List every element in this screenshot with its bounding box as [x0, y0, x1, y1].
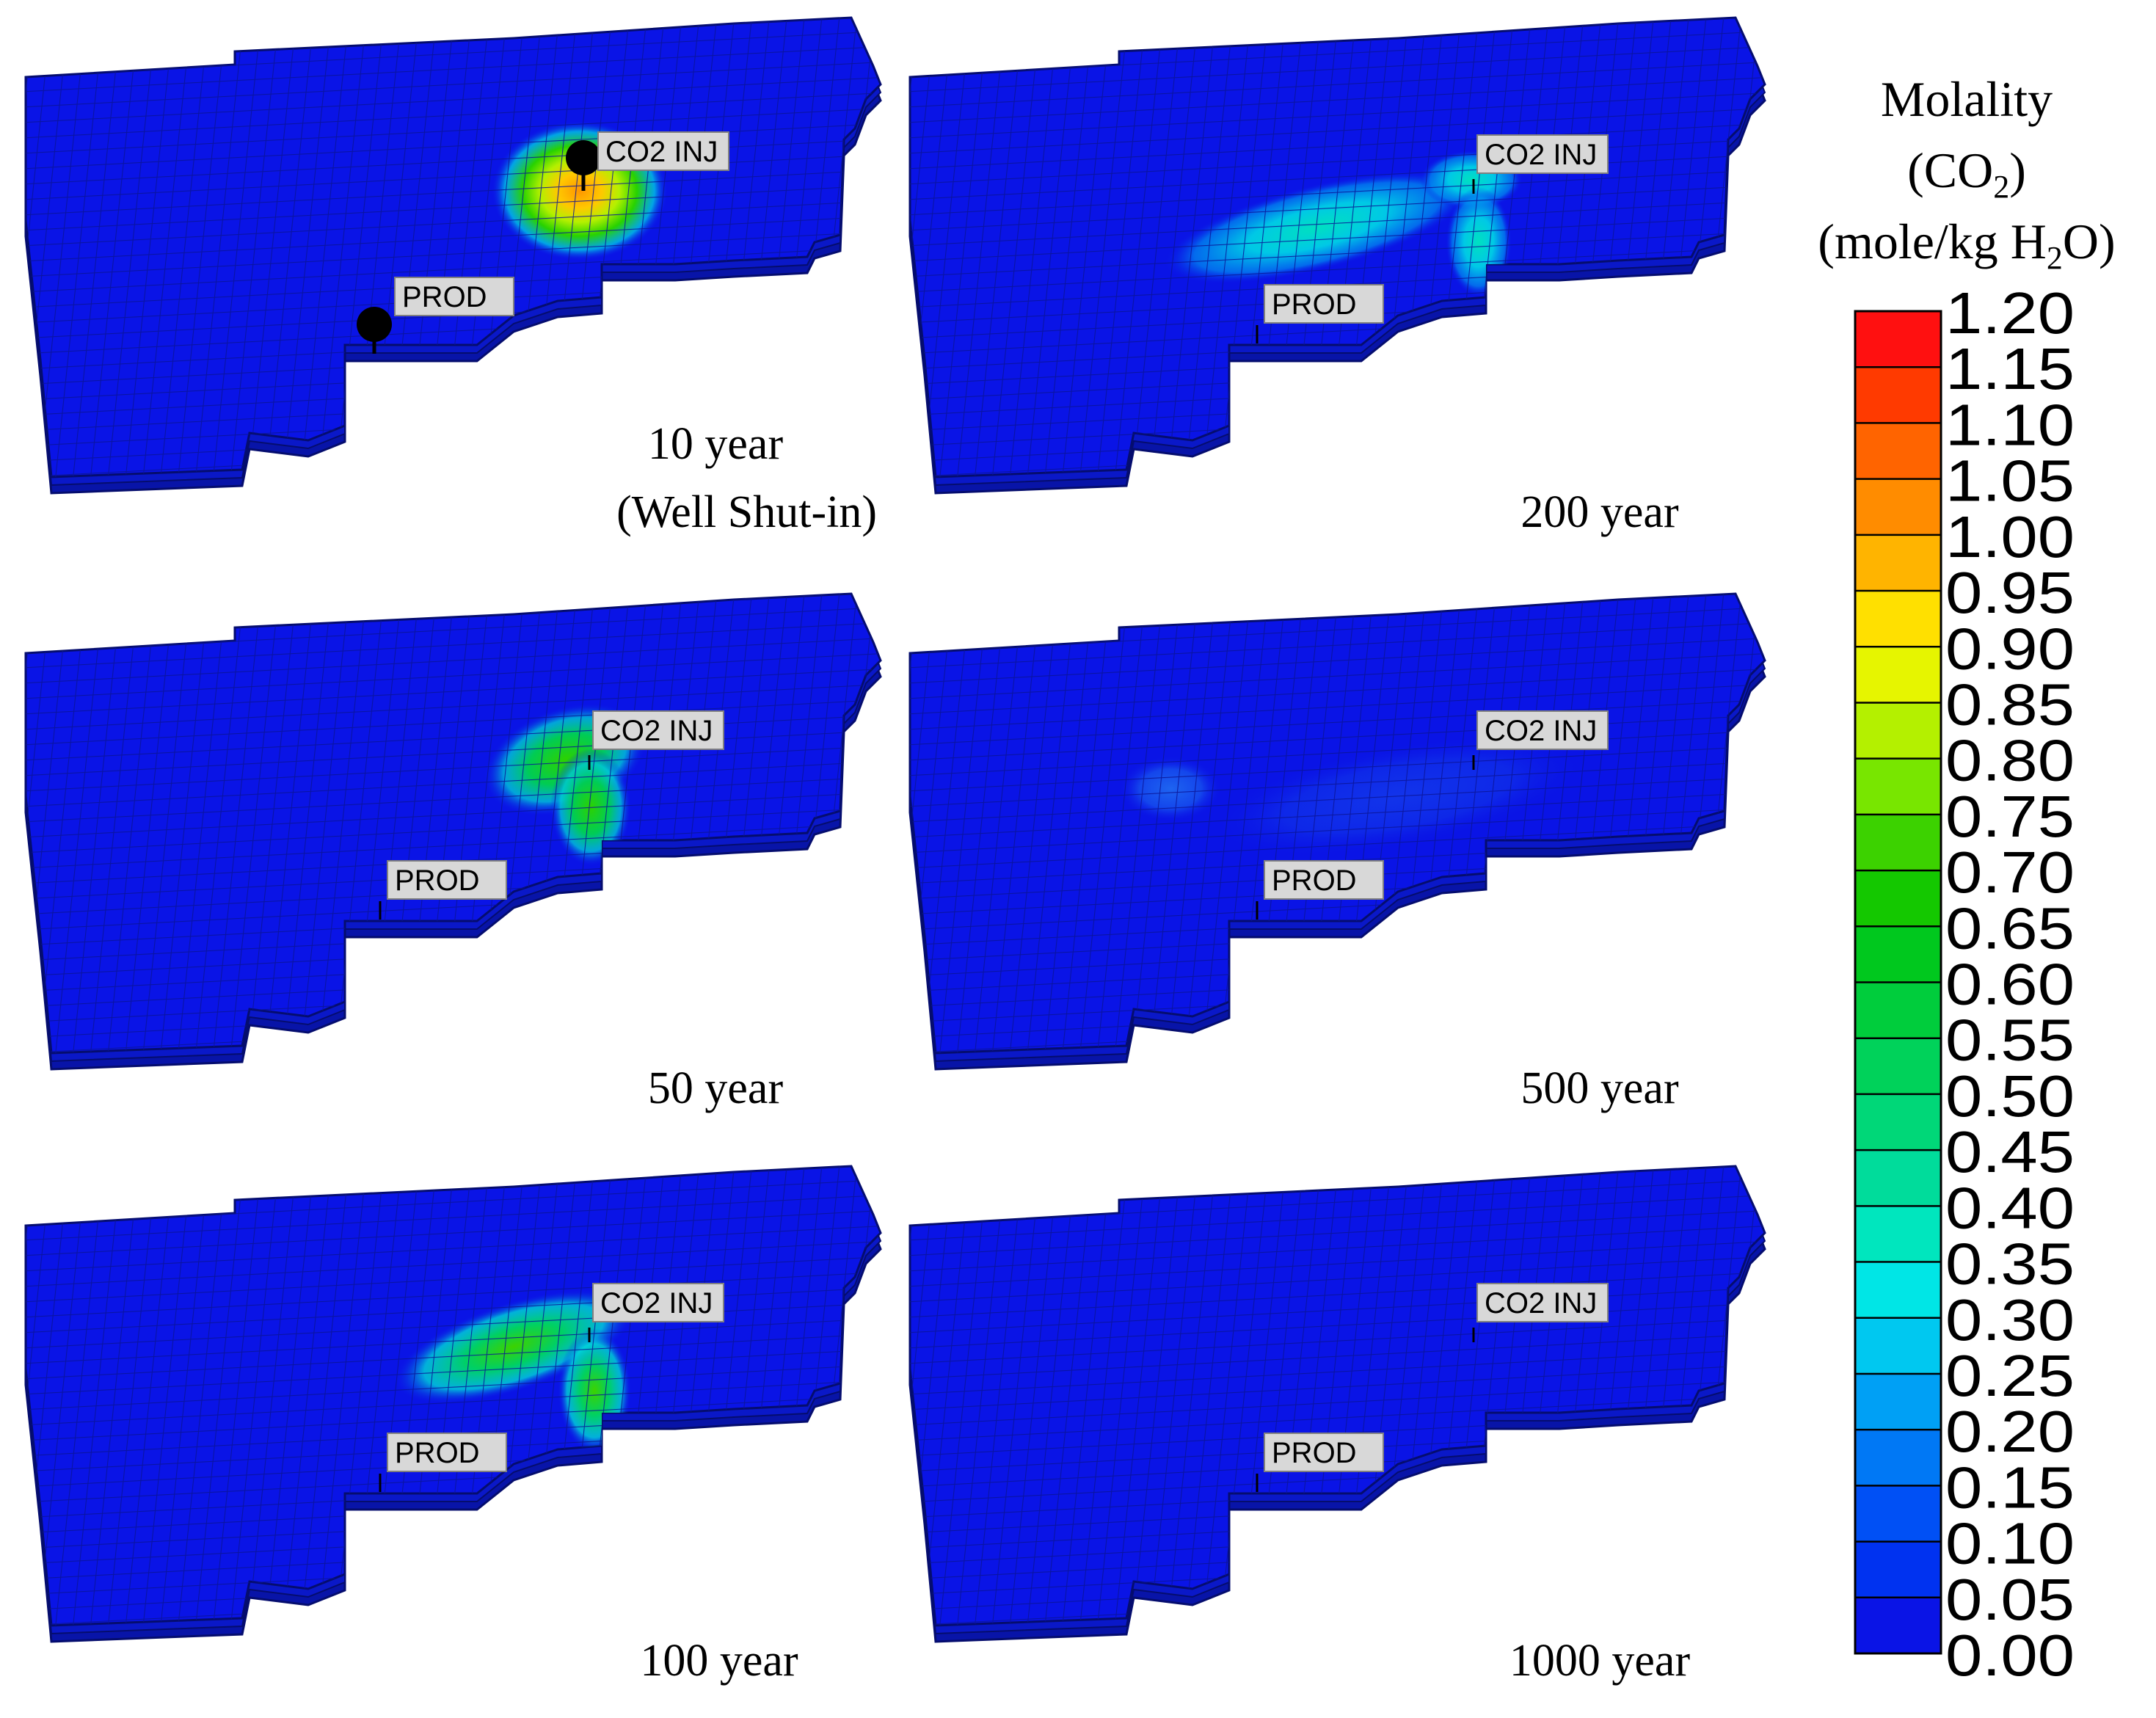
colorbar-tick-label: 0.95 — [1945, 560, 2075, 625]
mesh-grid — [910, 18, 1765, 477]
injector-well-label-box — [1476, 710, 1609, 750]
injector-well-label: CO2 INJ — [600, 715, 713, 747]
colorbar-tick-label: 0.70 — [1945, 840, 2075, 905]
colorbar-frame — [1854, 310, 1942, 1655]
panel-caption: 200 year — [1521, 487, 1679, 537]
colorbar-segment — [1855, 1317, 1941, 1375]
producer-well-label: PROD — [1272, 1437, 1357, 1469]
panel-p1000: CO2 INJ PROD 1000 year — [908, 1165, 1766, 1686]
injector-well-label-box — [592, 710, 724, 750]
colorbar-segment — [1855, 1430, 1941, 1486]
colorbar-tick-label: 1.10 — [1945, 392, 2075, 457]
producer-well-label-box — [387, 1433, 507, 1472]
colorbar-segment — [1855, 1262, 1941, 1319]
injector-well-label-box — [1476, 1283, 1609, 1322]
panel-caption: 10 year — [648, 419, 784, 469]
producer-well-label-box — [1264, 1433, 1384, 1472]
colorbar-segment — [1855, 1541, 1941, 1598]
colorbar-tick-label: 0.85 — [1945, 671, 2075, 737]
panel-p100: CO2 INJ PROD 100 year — [24, 1165, 882, 1686]
colorbar-segment — [1855, 1038, 1941, 1095]
injector-well-label: CO2 INJ — [1485, 715, 1597, 747]
colorbar-tick-label: 0.00 — [1945, 1623, 2075, 1688]
colorbar-segment — [1855, 367, 1941, 423]
legend-title-line2: (CO2) — [1907, 142, 2026, 205]
panel-p200: CO2 INJ PROD 200 year — [908, 16, 1766, 537]
producer-well-label-box — [1264, 860, 1384, 900]
mesh-grid — [26, 1166, 881, 1626]
producer-well-label: PROD — [1272, 865, 1357, 897]
panel-p50: CO2 INJ PROD 50 year — [24, 592, 882, 1113]
colorbar-tick-label: 1.20 — [1945, 280, 2075, 346]
producer-well-label-box — [1264, 284, 1384, 324]
colorbar-tick-label: 0.05 — [1945, 1567, 2075, 1632]
colorbar-tick-label: 0.15 — [1945, 1455, 2075, 1520]
panel-caption: 100 year — [640, 1636, 798, 1686]
colorbar-segment — [1855, 926, 1941, 983]
colorbar-segment — [1855, 478, 1941, 536]
colorbar-legend: Molality(CO2)(mole/kg H2O)1.201.151.101.… — [1818, 71, 2115, 1688]
producer-well-label-box — [394, 277, 514, 316]
colorbar-tick-label: 0.50 — [1945, 1063, 2075, 1129]
colorbar-segment — [1855, 534, 1941, 592]
colorbar-tick-label: 0.30 — [1945, 1287, 2075, 1353]
injector-well-label: CO2 INJ — [605, 136, 718, 168]
colorbar-segment — [1855, 982, 1941, 1039]
colorbar-segment — [1855, 1373, 1941, 1430]
colorbar-segment — [1855, 1597, 1941, 1654]
colorbar-segment — [1855, 1485, 1941, 1543]
colorbar-tick-label: 0.40 — [1945, 1175, 2075, 1240]
panel-p10: CO2 INJ PROD 10 year (Well Shut-in) — [24, 16, 882, 537]
panel-caption: (Well Shut-in) — [616, 487, 877, 537]
legend-title-line1: Molality — [1881, 71, 2053, 127]
colorbar-segment — [1855, 758, 1941, 815]
panel-p500: CO2 INJ PROD 500 year — [908, 592, 1766, 1113]
producer-well-marker — [357, 307, 392, 342]
producer-well-label: PROD — [395, 865, 480, 897]
colorbar-tick-label: 1.15 — [1945, 336, 2075, 401]
producer-well-label: PROD — [395, 1437, 480, 1469]
colorbar-segment — [1855, 1093, 1941, 1151]
colorbar-segment — [1855, 1150, 1941, 1206]
colorbar-segment — [1855, 702, 1941, 760]
colorbar-tick-label: 0.60 — [1945, 952, 2075, 1017]
colorbar-segment — [1855, 311, 1941, 368]
panel-caption: 500 year — [1521, 1063, 1679, 1113]
colorbar-segment — [1855, 423, 1941, 480]
producer-well-label: PROD — [1272, 288, 1357, 321]
producer-well-label-box — [387, 860, 507, 900]
colorbar-tick-label: 0.45 — [1945, 1119, 2075, 1184]
colorbar-tick-label: 0.90 — [1945, 616, 2075, 681]
colorbar-tick-label: 1.00 — [1945, 504, 2075, 569]
mesh-grid — [910, 1166, 1765, 1626]
colorbar-tick-label: 0.75 — [1945, 784, 2075, 849]
panel-caption: 50 year — [648, 1063, 784, 1113]
injector-well-label-box — [592, 1283, 724, 1322]
colorbar-segment — [1855, 870, 1941, 927]
colorbar-tick-label: 0.20 — [1945, 1399, 2075, 1464]
producer-well-label: PROD — [402, 281, 487, 313]
colorbar-tick-label: 0.35 — [1945, 1231, 2075, 1297]
colorbar-segment — [1855, 591, 1941, 647]
colorbar-tick-label: 0.80 — [1945, 728, 2075, 793]
colorbar-segment — [1855, 647, 1941, 703]
mesh-grid — [910, 594, 1765, 1053]
injector-well-label-box — [1476, 134, 1609, 174]
colorbar-tick-label: 0.10 — [1945, 1511, 2075, 1576]
colorbar-segment — [1855, 1206, 1941, 1263]
injector-well-marker — [566, 140, 601, 175]
panel-caption: 1000 year — [1509, 1636, 1691, 1686]
injector-well-label: CO2 INJ — [600, 1287, 713, 1320]
mesh-grid — [26, 594, 881, 1053]
colorbar-tick-label: 1.05 — [1945, 448, 2075, 514]
injector-well-label-box — [597, 131, 729, 171]
injector-well-label: CO2 INJ — [1485, 139, 1597, 171]
colorbar-segment — [1855, 814, 1941, 871]
colorbar-tick-label: 0.65 — [1945, 895, 2075, 961]
legend-title-line3: (mole/kg H2O) — [1818, 214, 2115, 276]
colorbar-tick-label: 0.25 — [1945, 1343, 2075, 1408]
injector-well-label: CO2 INJ — [1485, 1287, 1597, 1320]
colorbar-tick-label: 0.55 — [1945, 1008, 2075, 1073]
